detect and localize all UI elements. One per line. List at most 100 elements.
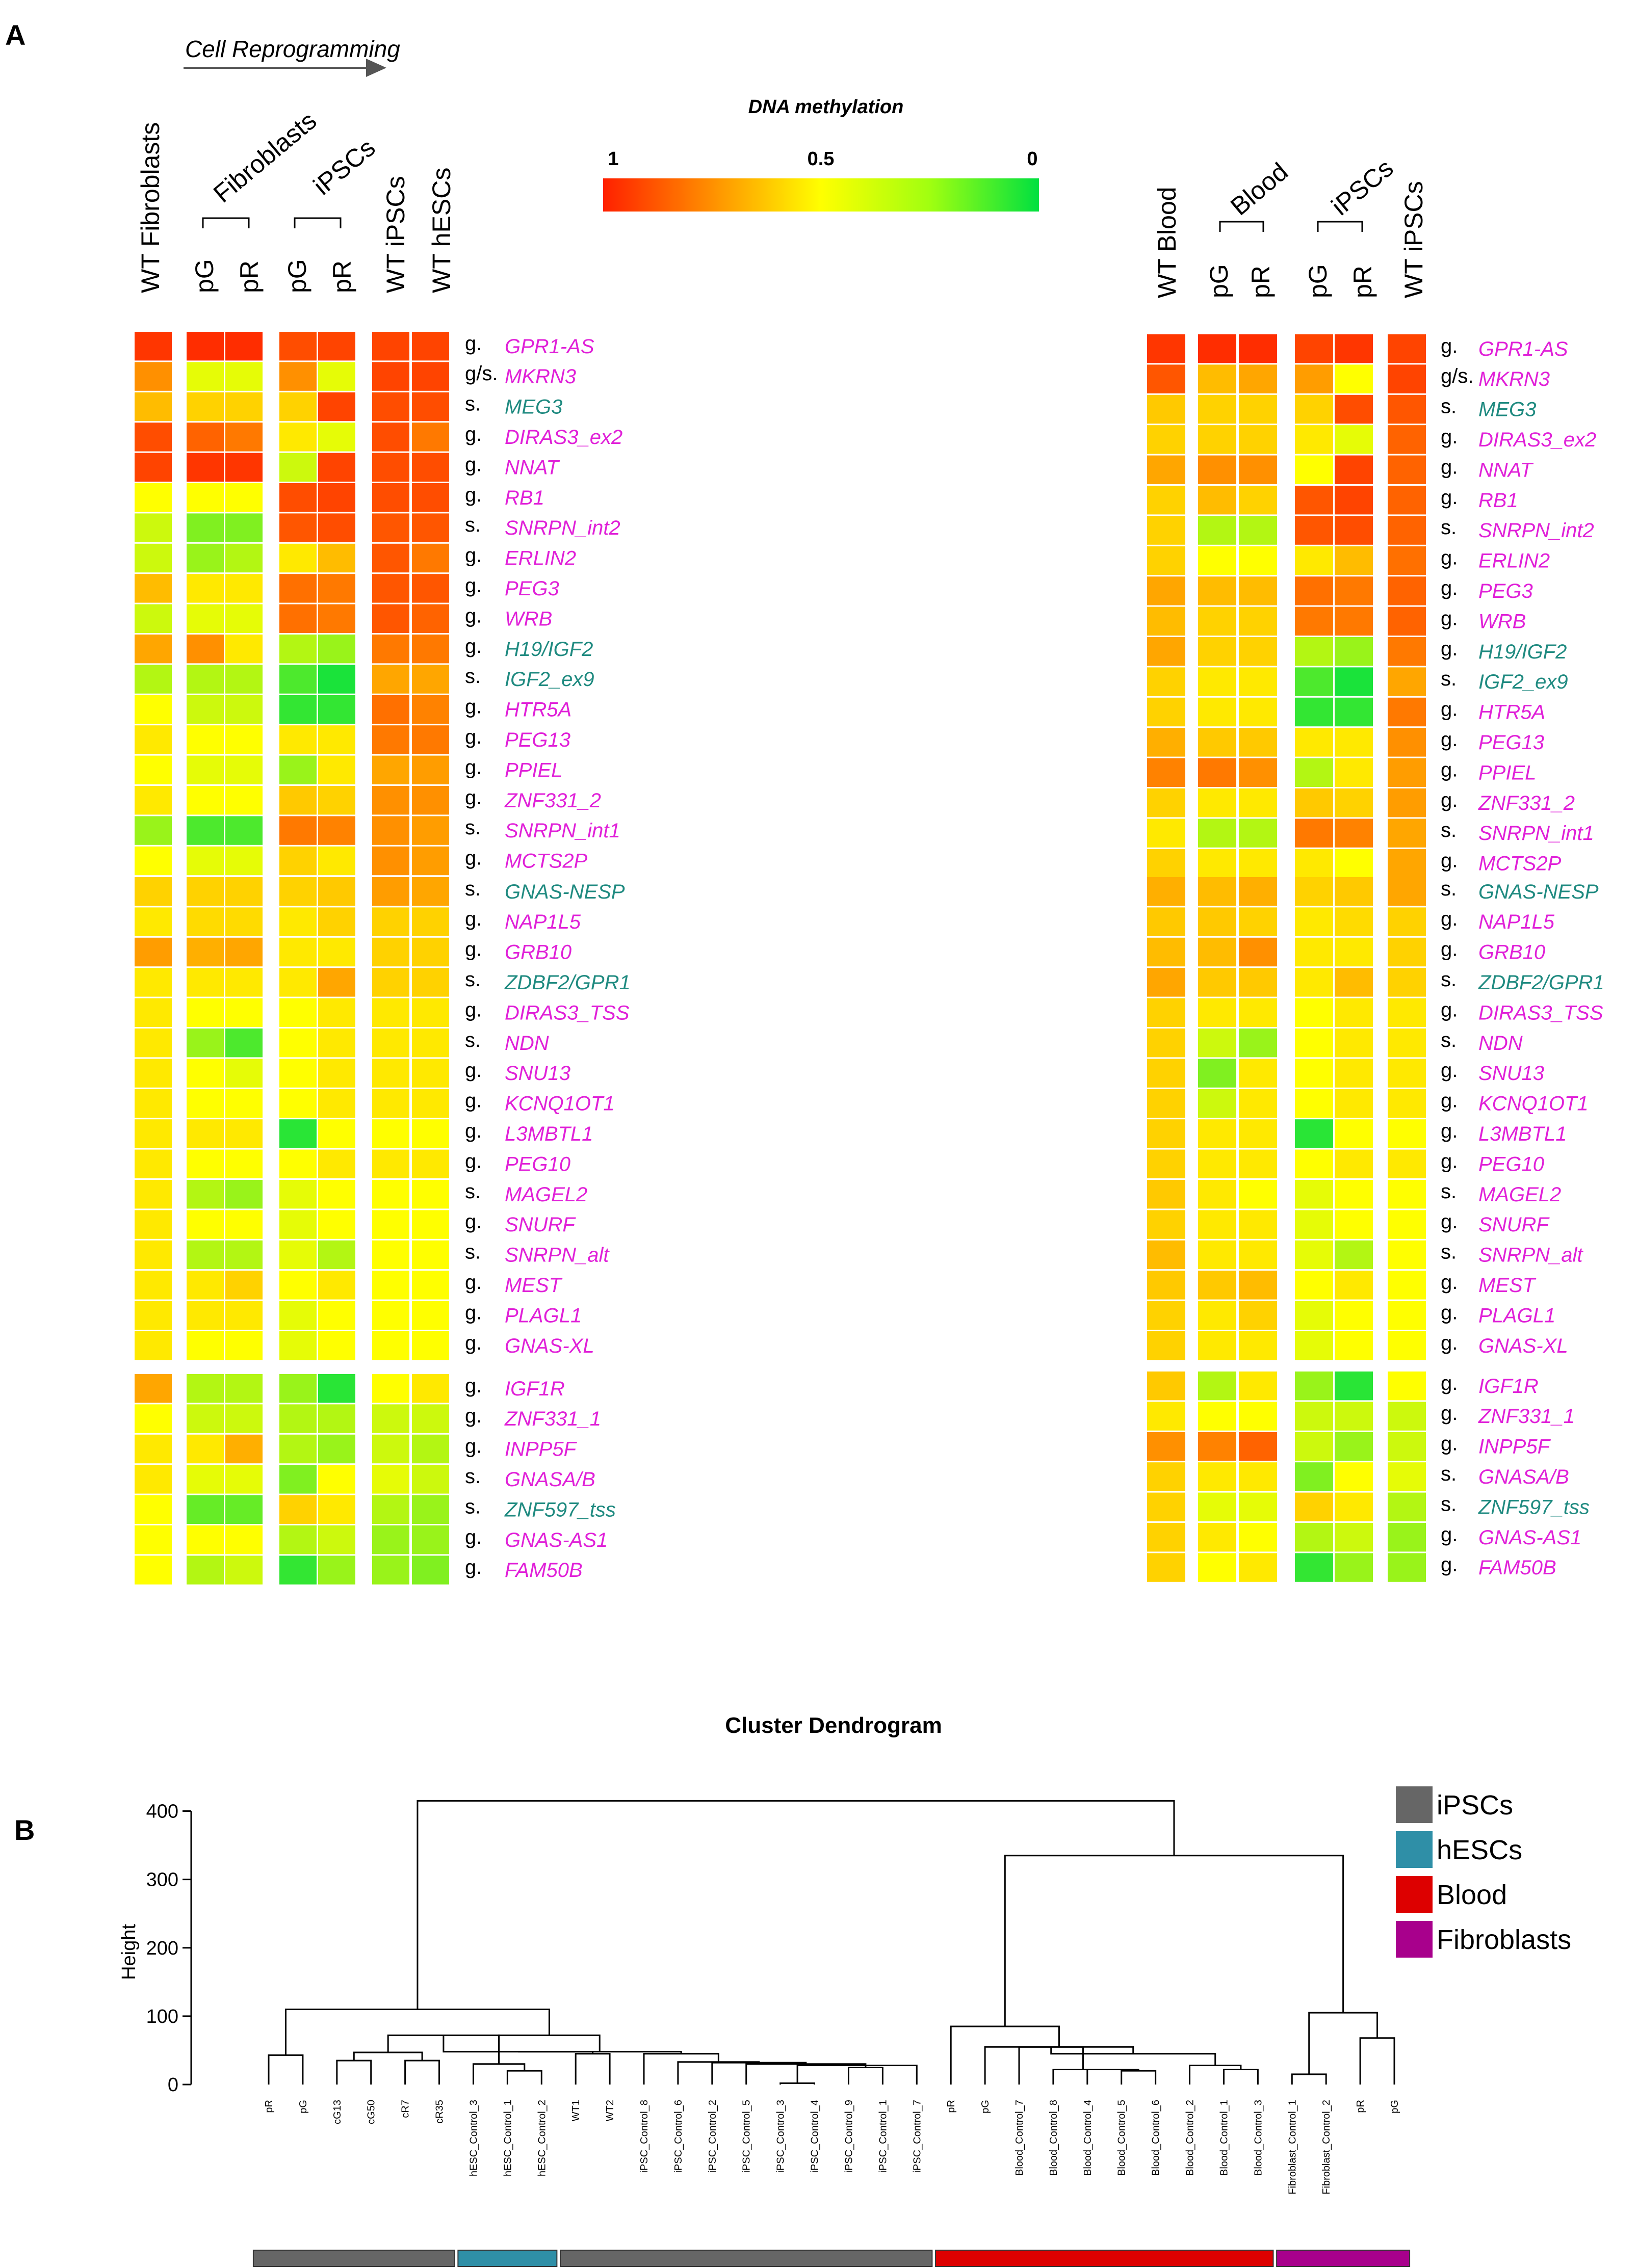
heatmap-cell	[135, 604, 172, 633]
row-type-label: s.	[465, 1495, 481, 1518]
heatmap-cell	[1388, 998, 1426, 1027]
dendrogram-link	[950, 2025, 1060, 2085]
dendrogram-leaf-label: Fibroblast_Control_2	[1321, 2100, 1332, 2195]
heatmap-cell	[1239, 1372, 1277, 1401]
heatmap-cell	[1295, 1372, 1333, 1401]
heatmap-cell	[1388, 968, 1426, 997]
y-axis-tick-label: 400	[146, 1801, 178, 1823]
dendrogram-leaf-label: pR	[264, 2100, 275, 2113]
row-gene-label: RB1	[1478, 489, 1518, 512]
heatmap-cell	[1295, 1432, 1333, 1461]
heatmap-cell	[412, 725, 449, 754]
heatmap-cell	[412, 1119, 449, 1148]
heatmap-cell	[135, 846, 172, 876]
heatmap-cell	[135, 332, 172, 361]
row-gene-label: PEG3	[505, 577, 559, 600]
heatmap-cell	[1295, 606, 1333, 636]
heatmap-cell	[1239, 788, 1277, 817]
heatmap-cell	[1388, 758, 1426, 787]
row-gene-label: PEG13	[505, 729, 570, 751]
heatmap-cell	[1335, 998, 1373, 1027]
heatmap-cell	[1295, 1180, 1333, 1209]
row-gene-label: INPP5F	[505, 1438, 578, 1461]
row-gene-label: WRB	[1478, 610, 1526, 632]
y-axis-tick-label: 200	[146, 1938, 178, 1959]
heatmap-cell	[135, 1028, 172, 1058]
heatmap-cell	[1388, 1210, 1426, 1239]
dendrogram-leaf-label: pR	[1355, 2100, 1366, 2113]
heatmap-cell	[1295, 758, 1333, 787]
left-bracket-ipscs	[294, 217, 342, 228]
heatmap-cell	[1198, 546, 1236, 575]
heatmap-cell	[372, 1271, 409, 1300]
heatmap-cell	[225, 846, 263, 876]
heatmap-cell	[412, 543, 449, 573]
dendrogram-link	[336, 2060, 372, 2085]
heatmap-cell	[372, 786, 409, 815]
heatmap-cell	[318, 392, 355, 421]
row-type-label: s.	[465, 393, 481, 415]
heatmap-cell	[1239, 425, 1277, 454]
heatmap-cell	[279, 1149, 317, 1178]
row-type-label: s.	[1441, 968, 1457, 991]
row-gene-label: MAGEL2	[505, 1183, 587, 1206]
heatmap-cell	[1388, 606, 1426, 636]
heatmap-cell	[412, 513, 449, 542]
heatmap-cell	[372, 1374, 409, 1403]
row-gene-label: FAM50B	[505, 1559, 583, 1581]
heatmap-cell	[1335, 1523, 1373, 1552]
heatmap-cell	[135, 725, 172, 754]
heatmap-cell	[1295, 849, 1333, 878]
row-type-label: g.	[1441, 426, 1458, 448]
heatmap-cell	[1147, 1059, 1185, 1088]
heatmap-cell	[135, 1271, 172, 1300]
row-gene-label: MKRN3	[1478, 368, 1550, 390]
heatmap-cell	[372, 574, 409, 603]
dendrogram-leaf-label: cG50	[366, 2100, 377, 2124]
row-gene-label: GNAS-AS1	[505, 1529, 608, 1551]
dendrogram-link	[268, 2054, 304, 2085]
heatmap-cell	[372, 604, 409, 633]
heatmap-cell	[1239, 606, 1277, 636]
heatmap-cell	[279, 1119, 317, 1148]
dendrogram-leaf-label: pG	[298, 2100, 309, 2114]
row-type-label: g.	[465, 786, 482, 809]
heatmap-cell	[412, 1465, 449, 1494]
heatmap-cell	[1239, 334, 1277, 363]
row-type-label: s.	[465, 1241, 481, 1263]
heatmap-cell	[135, 755, 172, 784]
dendrogram-link	[575, 2053, 611, 2085]
heatmap-cell	[1147, 1462, 1185, 1491]
heatmap-cell	[1335, 1553, 1373, 1582]
heatmap-cell	[372, 816, 409, 845]
dendrogram-link	[284, 2008, 550, 2055]
row-gene-label: GRB10	[505, 941, 571, 964]
heatmap-cell	[1335, 1240, 1373, 1270]
heatmap-cell	[187, 362, 224, 391]
heatmap-cell	[1335, 546, 1373, 575]
heatmap-cell	[1295, 1553, 1333, 1582]
heatmap-cell	[318, 574, 355, 603]
heatmap-cell	[135, 1404, 172, 1433]
row-gene-label: H19/IGF2	[505, 638, 593, 661]
row-gene-label: PEG13	[1478, 731, 1544, 754]
heatmap-cell	[1295, 486, 1333, 515]
heatmap-cell	[372, 1555, 409, 1585]
heatmap-cell	[1335, 1210, 1373, 1239]
row-gene-label: SNRPN_alt	[1478, 1244, 1583, 1267]
heatmap-cell	[1239, 364, 1277, 393]
heatmap-cell	[1239, 1402, 1277, 1431]
row-gene-label: GNAS-AS1	[1478, 1526, 1581, 1549]
heatmap-cell	[1388, 1089, 1426, 1118]
dendrogram-leaf-label: pR	[946, 2100, 957, 2113]
heatmap-cell	[412, 846, 449, 876]
heatmap-cell	[372, 1240, 409, 1270]
row-type-label: g.	[1441, 1402, 1458, 1425]
dendrogram-group-bar	[252, 2250, 1411, 2267]
heatmap-cell	[1335, 1149, 1373, 1178]
heatmap-cell	[1239, 1462, 1277, 1491]
dendrogram-leaf-label: WT2	[605, 2100, 616, 2121]
row-type-label: s.	[1441, 1463, 1457, 1485]
heatmap-cell	[1239, 516, 1277, 545]
heatmap-cell	[1239, 1240, 1277, 1270]
